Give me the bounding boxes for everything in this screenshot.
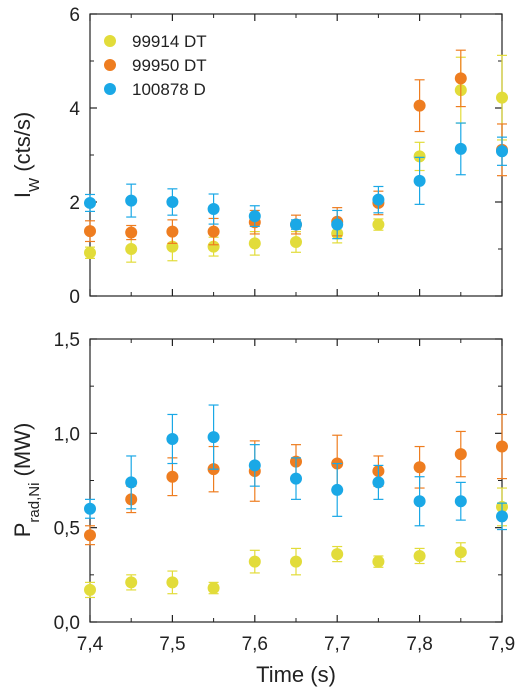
data-point [413,174,426,187]
data-point [248,237,261,250]
legend: 99914 DT 99950 DT 100878 D [104,32,207,99]
x-axis-title: Time (s) [256,662,336,687]
top-x-ticks [89,14,503,296]
data-point [84,502,96,515]
data-point [454,546,467,559]
bottom-data-series [84,404,508,599]
data-point [84,225,96,238]
data-point [290,555,302,568]
top-y-axis-title: IW (cts/s) [10,112,43,198]
data-point [454,448,467,461]
y-tick-label: 0,0 [54,613,80,634]
x-tick-label: 7,7 [324,634,350,655]
data-point [207,203,220,216]
data-point [248,555,261,568]
y-tick-label: 4 [69,99,80,120]
data-point [454,72,467,85]
data-point [290,218,302,231]
bottom-x-ticks: 7,4 7,5 7,6 7,7 7,8 7,9 [77,339,515,655]
legend-label: 100878 D [132,80,206,99]
bottom-y-axis-title-sub: rad,Ni [26,483,43,523]
y-tick-label: 1,5 [54,330,80,351]
x-tick-label: 7,5 [159,634,185,655]
series-group [84,487,508,599]
legend-label: 99914 DT [132,32,207,51]
data-point [496,91,508,104]
data-point [413,461,426,474]
legend-marker [104,83,116,95]
data-point [207,225,220,238]
data-point [84,196,96,209]
data-point [248,210,261,223]
bottom-y-axis-title-main: P [10,523,35,538]
data-point [125,194,138,207]
legend-marker [104,59,116,71]
top-data-series [84,49,508,263]
data-point [413,549,426,562]
x-tick-label: 7,8 [406,634,432,655]
top-y-axis-title-sub: W [26,177,43,192]
data-point [166,470,179,483]
y-tick-label: 1,0 [54,424,80,445]
data-point [290,235,302,248]
data-point [207,240,220,253]
y-tick-label: 2 [69,193,80,214]
x-tick-label: 7,6 [242,634,268,655]
legend-marker [104,35,116,47]
data-point [84,529,96,542]
data-point [331,548,344,561]
data-point [413,150,426,163]
data-point [125,576,138,589]
y-tick-label: 6 [69,5,80,26]
data-point [496,145,508,158]
data-point [372,476,385,489]
data-point [125,243,138,255]
data-point [166,432,179,445]
data-point [207,582,220,595]
bottom-panel: 0,0 0,5 1,0 1,5 7,4 7,5 7,6 7,7 7,8 7,9 Prad,Ni … [10,330,515,687]
data-point [166,576,179,589]
data-point [207,431,220,444]
data-point [372,555,385,568]
data-point [413,99,426,112]
top-panel: 0 2 4 6 99914 DT 99950 DT 100878 D IW (cts/s) [10,5,508,308]
legend-label: 99950 DT [132,56,207,75]
x-tick-label: 7,9 [489,634,515,655]
top-y-axis-title-unit: (cts/s) [10,112,35,178]
series-group [84,122,508,240]
top-y-ticks: 0 2 4 6 [69,5,502,308]
bottom-y-axis-title-unit: (MW) [10,423,35,483]
series-group [84,404,508,531]
data-point [496,440,508,453]
data-point [454,142,467,155]
data-point [125,226,138,239]
top-y-axis-title-main: I [10,192,35,198]
data-point [454,495,467,508]
y-tick-label: 0 [69,287,80,308]
data-point [496,510,508,523]
data-point [166,196,179,208]
data-point [331,483,344,496]
data-point [84,246,96,259]
data-point [413,495,426,508]
bottom-y-ticks: 0,0 0,5 1,0 1,5 [54,330,502,634]
bottom-y-axis-title: Prad,Ni (MW) [10,423,43,538]
data-point [248,459,261,472]
data-point [166,225,179,238]
data-point [331,218,344,231]
data-point [290,472,302,485]
data-point [84,583,96,596]
x-tick-label: 7,4 [77,634,104,655]
data-point [125,476,138,489]
data-point [372,193,385,206]
y-tick-label: 0,5 [54,519,80,540]
data-point [372,218,385,231]
